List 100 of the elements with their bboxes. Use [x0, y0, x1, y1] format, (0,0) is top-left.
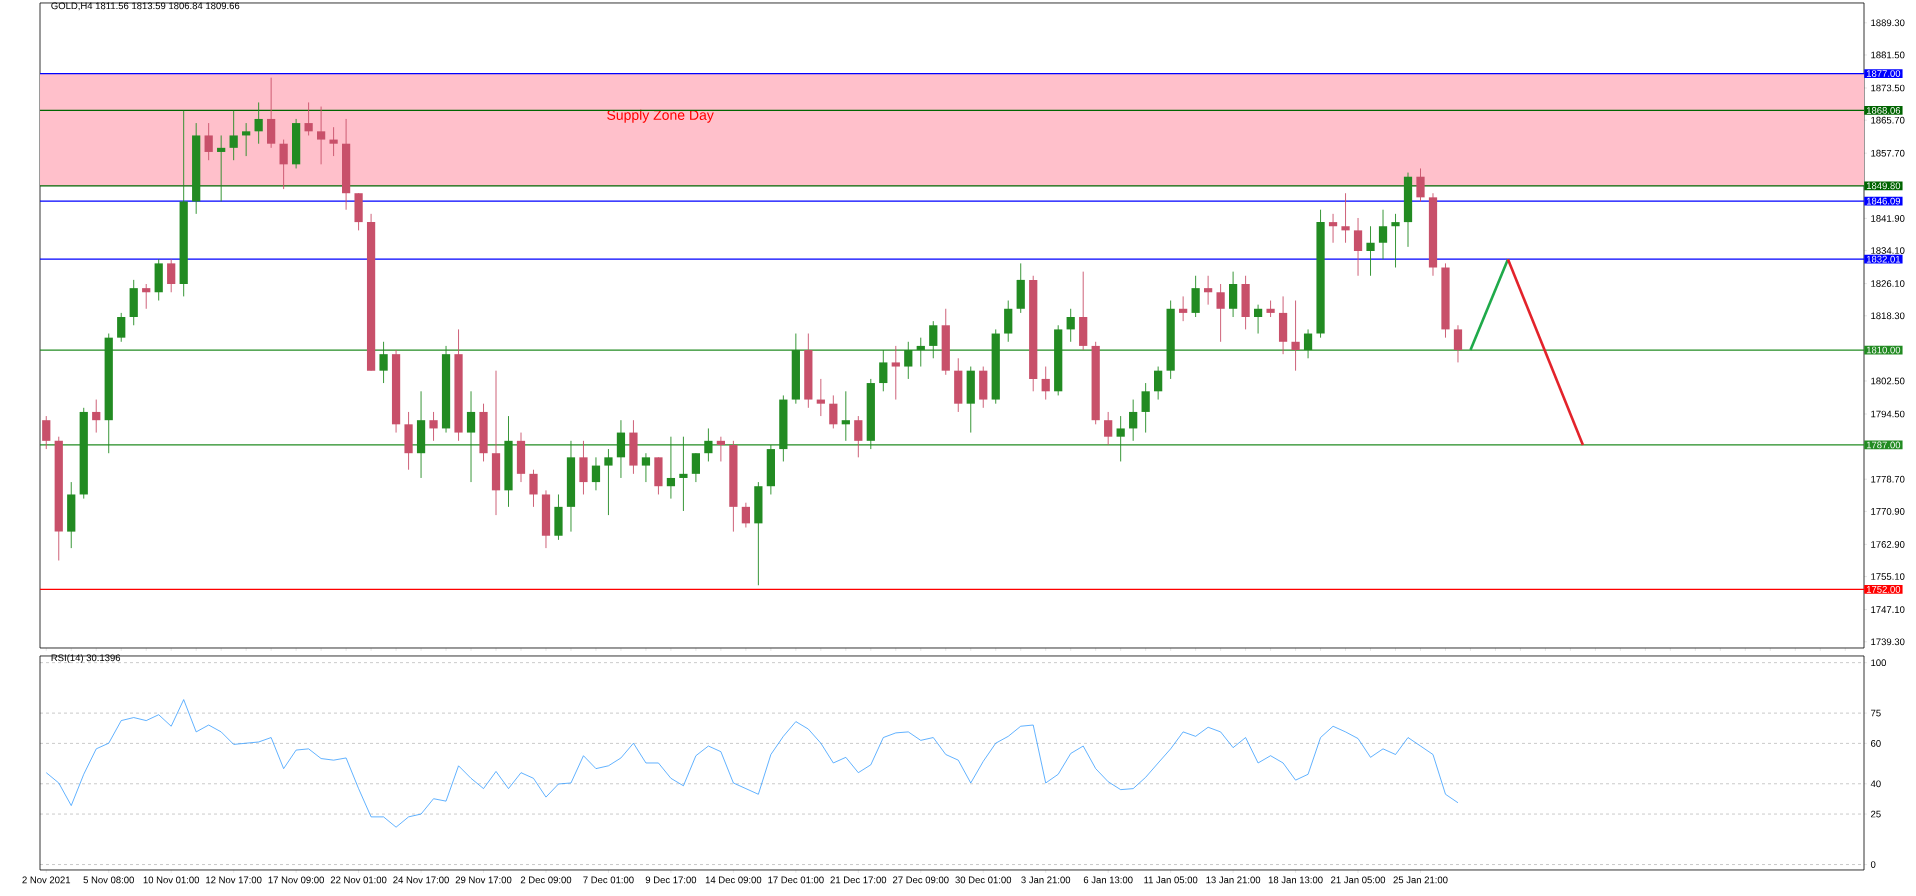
- candlestick: [829, 394, 838, 429]
- y-tick-label: 1873.50: [1871, 84, 1905, 92]
- candlestick: [604, 448, 613, 516]
- y-tick-label: 1794.50: [1871, 410, 1905, 418]
- x-tick-label: 17 Nov 09:00: [268, 876, 324, 884]
- candlestick: [167, 258, 176, 293]
- chart-title: GOLD,H4 1811.56 1813.59 1806.84 1809.66: [51, 2, 240, 11]
- x-tick-label: 6 Jan 13:00: [1083, 876, 1133, 884]
- ref-line-label: 1846.09: [1866, 197, 1901, 205]
- x-tick-label: 21 Jan 05:00: [1331, 876, 1386, 884]
- ref-line-label: 1810.00: [1866, 346, 1901, 354]
- candlestick: [1179, 295, 1188, 322]
- candlestick: [117, 312, 126, 343]
- x-tick-label: 7 Dec 01:00: [583, 876, 634, 884]
- candlestick: [1328, 213, 1338, 244]
- x-tick-label: 11 Jan 05:00: [1144, 876, 1198, 884]
- ref-line-label: 1787.00: [1866, 441, 1901, 449]
- candlestick: [1104, 411, 1113, 446]
- candlestick: [1378, 209, 1388, 260]
- x-tick-label: 5 Nov 08:00: [83, 876, 134, 884]
- y-tick-label: 1826.10: [1871, 280, 1905, 287]
- ref-line-label: 1877.00: [1866, 70, 1901, 77]
- x-tick-label: 30 Dec 01:00: [955, 876, 1012, 884]
- candlestick: [204, 122, 213, 161]
- candlestick: [279, 139, 288, 190]
- candlestick: [816, 378, 825, 417]
- y-tick-label: 40: [1870, 780, 1881, 788]
- candlestick: [1129, 399, 1138, 442]
- y-tick-label: 25: [1871, 810, 1881, 818]
- candlestick: [42, 415, 51, 450]
- candlestick: [891, 345, 900, 401]
- y-tick-label: 1841.90: [1871, 215, 1905, 222]
- x-tick-label: 13 Jan 21:00: [1206, 876, 1261, 884]
- candlestick: [1453, 324, 1463, 363]
- candlestick: [854, 415, 863, 458]
- candlestick: [1216, 283, 1225, 343]
- candlestick: [429, 411, 438, 442]
- candlestick: [1291, 300, 1300, 372]
- candlestick: [716, 436, 726, 462]
- y-tick-label: 1770.90: [1871, 508, 1905, 515]
- candlestick: [741, 502, 750, 528]
- candlestick: [1253, 304, 1263, 334]
- y-tick-label: 1818.30: [1871, 312, 1905, 320]
- y-tick-label: 1739.30: [1871, 638, 1905, 646]
- candlestick: [142, 283, 151, 310]
- y-tick-label: 1865.70: [1871, 116, 1905, 124]
- ref-line-label: 1752.00: [1866, 586, 1901, 593]
- y-tick-label: 1762.90: [1871, 541, 1905, 548]
- ref-line-label: 1832.01: [1866, 255, 1901, 263]
- chart-title: RSI(14) 30.1396: [51, 654, 121, 664]
- candlestick: [529, 469, 538, 508]
- y-tick-label: 1857.70: [1871, 149, 1905, 157]
- candlestick: [1416, 168, 1425, 202]
- candlestick: [304, 101, 313, 136]
- line-series: [45, 699, 1459, 828]
- x-tick-label: 17 Dec 01:00: [768, 876, 824, 884]
- candlestick: [641, 452, 651, 483]
- x-tick-label: 12 Nov 17:00: [206, 876, 262, 884]
- y-tick-label: 1834.10: [1871, 247, 1905, 254]
- candlestick: [1366, 225, 1375, 277]
- ref-line-label: 1868.06: [1866, 107, 1901, 114]
- x-tick-label: 9 Dec 17:00: [645, 876, 697, 884]
- candlestick: [229, 110, 238, 161]
- y-tick-label: 100: [1871, 659, 1887, 667]
- ref-line-label: 1849.80: [1866, 182, 1901, 190]
- x-tick-label: 21 Dec 17:00: [830, 876, 887, 884]
- x-tick-label: 25 Jan 21:00: [1393, 876, 1448, 884]
- x-tick-label: 27 Dec 09:00: [892, 876, 949, 884]
- x-tick-label: 22 Nov 01:00: [330, 876, 387, 884]
- y-tick-label: 1889.30: [1871, 19, 1905, 27]
- x-tick-label: 2 Nov 2021: [22, 876, 71, 884]
- candlestick: [1391, 213, 1400, 268]
- x-tick-label: 18 Jan 13:00: [1268, 876, 1323, 884]
- candlestick: [1204, 275, 1213, 306]
- y-tick-label: 0: [1870, 861, 1876, 868]
- candlestick: [217, 135, 226, 202]
- y-tick-label: 60: [1871, 740, 1881, 747]
- candlestick: [329, 126, 338, 157]
- y-tick-label: 75: [1871, 709, 1881, 717]
- candlestick: [691, 452, 701, 483]
- y-tick-label: 1755.10: [1871, 573, 1905, 580]
- x-tick-label: 29 Nov 17:00: [455, 876, 512, 884]
- x-tick-label: 24 Nov 17:00: [393, 876, 449, 884]
- candlestick: [1041, 366, 1050, 401]
- y-tick-label: 1778.70: [1871, 475, 1905, 483]
- x-tick-label: 10 Nov 01:00: [143, 876, 200, 884]
- x-tick-label: 14 Dec 09:00: [705, 876, 762, 884]
- candlestick: [242, 122, 251, 157]
- candlestick: [1154, 366, 1163, 401]
- candlestick: [841, 390, 850, 442]
- candlestick: [591, 456, 601, 491]
- candlestick: [92, 399, 101, 434]
- candlestick: [1341, 192, 1350, 244]
- candlestick: [1353, 217, 1363, 277]
- candlestick: [1141, 382, 1150, 434]
- y-tick-label: 1747.10: [1871, 606, 1905, 613]
- x-tick-label: 2 Dec 09:00: [520, 876, 572, 884]
- y-tick-label: 1802.50: [1871, 377, 1905, 385]
- y-tick-label: 1881.50: [1871, 51, 1905, 59]
- x-tick-label: 3 Jan 21:00: [1021, 876, 1071, 884]
